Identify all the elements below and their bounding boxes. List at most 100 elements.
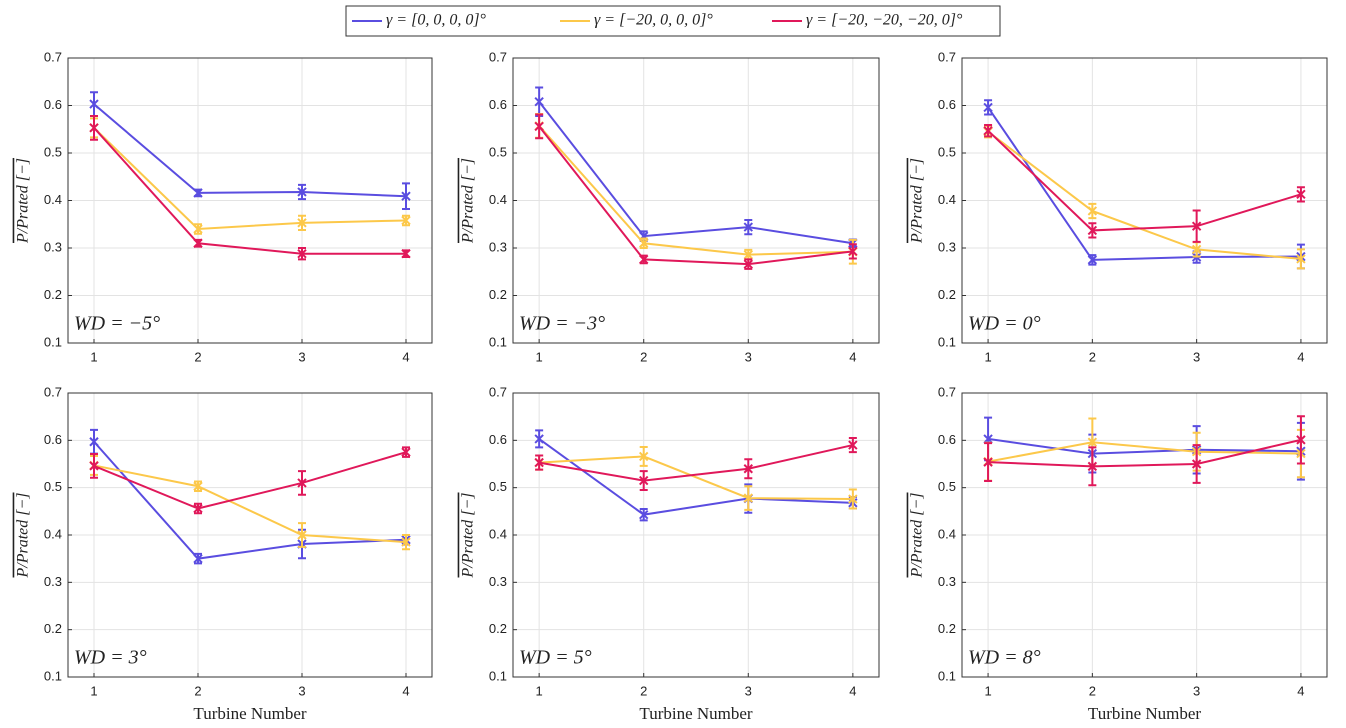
x-tick-label: 2 [640,683,647,698]
series-line [539,455,853,501]
marker [1087,255,1098,265]
marker [1191,221,1202,231]
x-axis-label: Turbine Number [193,704,307,723]
marker [401,215,411,226]
series-line [93,103,407,198]
marker [1296,435,1306,445]
axes-box [67,57,433,344]
x-tick-label: 3 [298,349,305,364]
marker [983,102,993,113]
x-tick-label: 1 [90,683,97,698]
x-axis-label: Turbine Number [1088,704,1202,723]
series-line [93,127,407,231]
axes-box [961,57,1328,344]
legend-label: γ = [−20, 0, 0, 0]° [594,12,713,29]
x-tick-label: 1 [984,683,991,698]
marker [89,123,99,133]
y-tick-label: 0.3 [938,574,956,589]
marker [193,481,203,491]
x-tick-label: 4 [849,683,856,698]
y-tick-label: 0.6 [44,432,62,447]
y-tick-label: 0.6 [938,97,956,112]
x-tick-label: 4 [1297,683,1304,698]
y-tick-label: 0.3 [489,239,507,254]
marker [639,509,649,520]
marker [534,96,544,107]
y-tick-label: 0.6 [938,432,956,447]
marker [297,248,307,259]
y-tick-label: 0.5 [938,479,956,494]
series-line [538,125,853,266]
marker [193,224,203,234]
x-tick-label: 1 [536,683,543,698]
marker [983,125,993,136]
legend-label: γ = [−20, −20, −20, 0]° [806,12,963,29]
y-tick-label: 0.4 [44,526,62,541]
marker [639,451,649,462]
axes-box [512,392,880,678]
x-tick-label: 1 [90,349,97,364]
y-tick-label: 0.7 [489,49,507,64]
marker [743,259,753,269]
y-tick-label: 0.3 [44,239,62,254]
x-tick-label: 4 [849,349,856,364]
series-line [93,127,406,255]
x-tick-label: 2 [640,349,647,364]
x-tick-label: 2 [194,683,201,698]
marker [743,464,753,474]
y-tick-label: 0.3 [489,574,507,589]
x-tick-label: 4 [1297,349,1304,364]
marker [639,238,649,248]
y-tick-label: 0.6 [489,97,507,112]
x-axis-label: Turbine Number [639,704,753,723]
marker [983,457,993,467]
y-tick-label: 0.1 [489,334,507,349]
annotation: WD = 8° [968,647,1041,669]
marker [1191,244,1202,255]
y-axis-label: P/Prated [−] [460,492,477,578]
y-tick-label: 0.4 [489,192,507,207]
series-line [93,451,407,510]
y-tick-label: 0.5 [489,144,507,159]
series-line [93,441,407,560]
annotation: WD = 5° [519,647,592,669]
x-tick-label: 1 [984,349,991,364]
y-tick-label: 0.3 [938,239,956,254]
annotation: WD = −3° [519,313,605,335]
marker [297,478,307,488]
marker [89,437,99,447]
y-axis-label: P/Prated [−] [15,158,32,244]
axes-box [67,392,433,678]
y-axis-label: P/Prated [−] [909,158,926,244]
axes-box [961,392,1328,678]
y-tick-label: 0.6 [489,432,507,447]
y-tick-label: 0.2 [44,287,62,302]
series-line [538,438,853,516]
y-tick-label: 0.2 [938,621,956,636]
marker [401,248,411,259]
marker [1087,206,1098,216]
series-line [987,437,1301,455]
marker [89,461,99,471]
series-line [988,438,1302,468]
annotation: WD = −5° [74,313,160,335]
marker [297,187,307,197]
y-tick-label: 0.1 [938,334,956,349]
series-line [538,101,854,245]
annotation: WD = 0° [968,313,1041,335]
marker [297,530,307,540]
y-tick-label: 0.4 [938,526,956,541]
marker [743,249,753,260]
marker [297,218,307,228]
series-line [93,464,407,544]
marker [1087,461,1098,472]
y-tick-label: 0.4 [489,526,507,541]
series-line [538,125,853,256]
marker [89,99,99,109]
marker [1087,437,1098,447]
y-tick-label: 0.2 [489,621,507,636]
y-tick-label: 0.3 [44,574,62,589]
legend-box [345,5,1001,37]
annotation: WD = 3° [74,647,147,669]
